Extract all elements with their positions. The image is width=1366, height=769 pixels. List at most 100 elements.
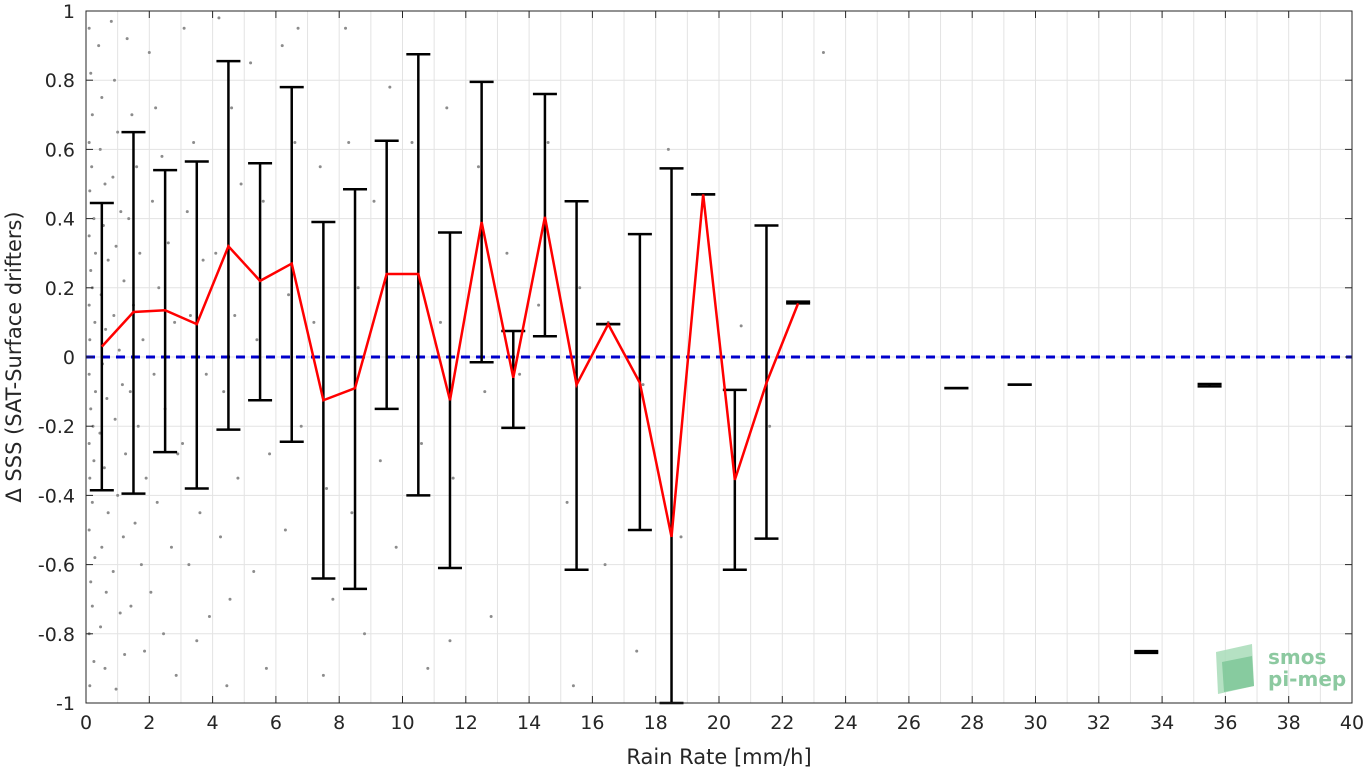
x-tick-label: 2 [143, 712, 155, 734]
scatter-point [90, 165, 94, 169]
scatter-point [93, 251, 97, 255]
y-tick-label: 0.8 [45, 70, 75, 92]
x-tick-label: 10 [390, 712, 414, 734]
scatter-point [104, 327, 108, 331]
scatter-point [635, 649, 639, 653]
y-tick-label: 1 [63, 1, 75, 23]
scatter-point [127, 217, 131, 221]
x-tick-label: 8 [333, 712, 345, 734]
scatter-point [99, 625, 103, 629]
scatter-point [445, 106, 449, 110]
mean-line [100, 194, 800, 538]
y-tick-label: 0.6 [45, 139, 75, 161]
scatter-point [768, 424, 772, 428]
y-tick-label: 0.2 [45, 278, 75, 300]
scatter-point [228, 597, 232, 601]
scatter-point [89, 269, 93, 272]
scatter-point [239, 182, 243, 186]
scatter-point [93, 320, 97, 324]
scatter-point [149, 590, 153, 594]
x-tick-label: 24 [834, 712, 858, 734]
scatter-point [166, 241, 170, 245]
scatter-point [121, 535, 125, 539]
scatter-point [123, 653, 127, 657]
x-tick-label: 32 [1087, 712, 1111, 734]
scatter-point [90, 113, 94, 117]
scatter-point [124, 452, 128, 456]
y-tick-label: -0.4 [38, 485, 75, 507]
x-tick-label: 18 [644, 712, 668, 734]
scatter-point [87, 26, 91, 30]
scatter-point [230, 106, 234, 110]
scatter-point [88, 189, 92, 193]
scatter-point [117, 348, 121, 352]
error-bar [1134, 649, 1159, 655]
scatter-point [344, 26, 348, 30]
x-tick-label: 36 [1213, 712, 1237, 734]
scatter-point [438, 320, 442, 324]
scatter-point [92, 659, 96, 663]
scatter-point [125, 37, 129, 41]
logo-mark-shade [1222, 656, 1254, 692]
scatter-point [87, 234, 91, 238]
scatter-point [100, 96, 104, 99]
y-tick-label: 0 [63, 347, 75, 369]
scatter-point [93, 556, 97, 560]
scatter-point [129, 604, 133, 608]
scatter-point [214, 251, 218, 255]
scatter-point [225, 684, 229, 688]
scatter-point [185, 210, 189, 214]
y-tick-label: -0.6 [38, 555, 75, 577]
scatter-point [505, 251, 509, 255]
y-axis-title: Δ SSS (SAT-Surface drifters) [2, 211, 26, 502]
error-bar [532, 92, 557, 338]
scatter-point [739, 324, 743, 328]
scatter-point [103, 182, 107, 186]
scatter-point [192, 140, 196, 144]
scatter-point [102, 466, 106, 470]
x-axis-title: Rain Rate [mm/h] [626, 745, 811, 769]
scatter-point [88, 476, 92, 480]
scatter-point [268, 452, 272, 456]
scatter-point [394, 545, 398, 549]
scatter-point [565, 500, 569, 504]
scatter-point [195, 639, 199, 643]
scatter-point [111, 570, 115, 574]
scatter-point [264, 666, 268, 670]
scatter-point [114, 244, 118, 248]
scatter-point [187, 563, 191, 567]
scatter-point [666, 147, 670, 151]
logo: smos pi-mep [1216, 644, 1346, 694]
scatter-point [546, 140, 550, 144]
scatter-point [356, 286, 360, 290]
scatter-point [679, 535, 683, 539]
scatter-point [325, 486, 329, 490]
scatter-point [236, 476, 240, 480]
scatter-point [122, 279, 126, 283]
scatter-point [139, 563, 143, 567]
scatter-point [90, 500, 94, 504]
scatter-point [98, 147, 102, 151]
scatter-point [109, 19, 113, 23]
scatter-point [173, 320, 177, 324]
scatter-point [100, 545, 104, 549]
scatter-point [87, 303, 91, 307]
scatter-point [89, 580, 93, 584]
scatter-point [120, 383, 124, 387]
x-tick-label: 20 [707, 712, 731, 734]
scatter-point [150, 199, 154, 203]
scatter-point [157, 286, 161, 290]
scatter-point [182, 26, 186, 30]
scatter-point [312, 320, 316, 324]
scatter-point [133, 521, 137, 525]
scatter-point [130, 113, 134, 117]
scatter-point [116, 130, 120, 134]
scatter-point [93, 390, 97, 394]
scatter-point [287, 293, 291, 297]
scatter-point [350, 511, 354, 515]
scatter-point [87, 372, 91, 376]
scatter-point [537, 303, 541, 307]
y-tick-label: -0.8 [38, 624, 75, 646]
scatter-point [144, 476, 148, 480]
scatter-point [143, 649, 147, 653]
